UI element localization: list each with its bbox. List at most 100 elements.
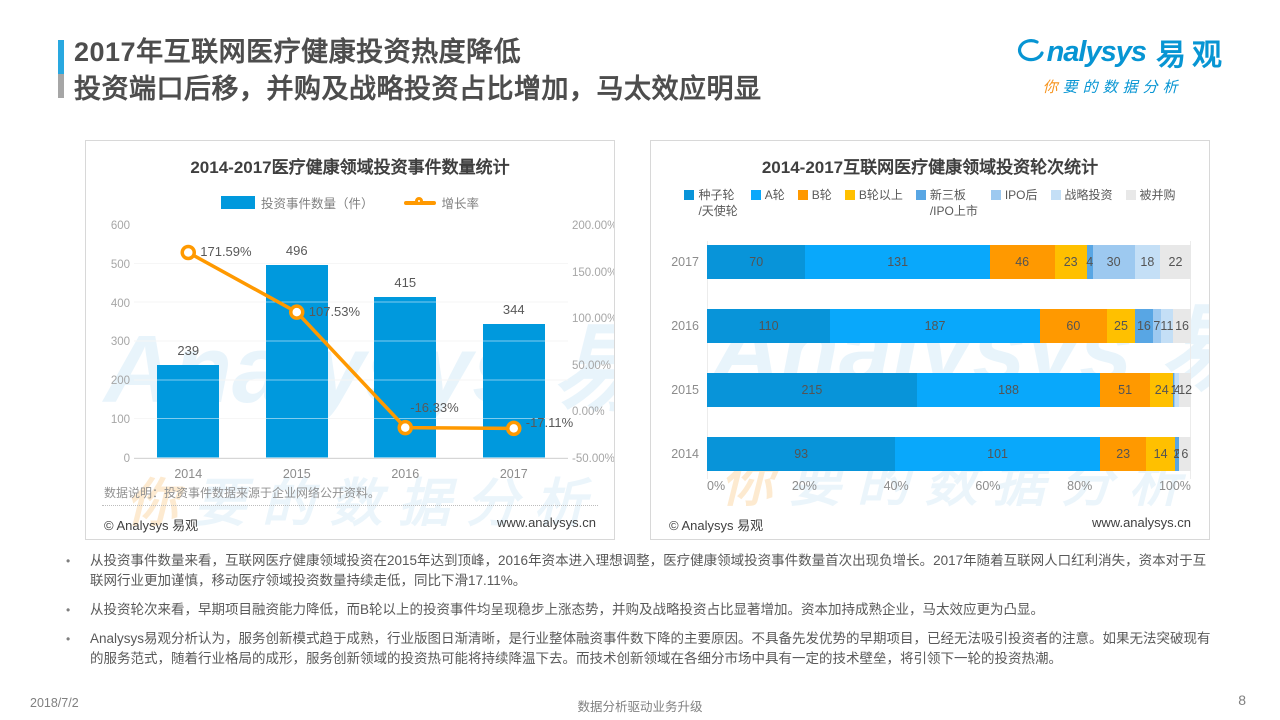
segment-value-label: 4 (1086, 255, 1094, 269)
segment-被并购: 22 (1160, 245, 1191, 279)
segment-value-label: 22 (1168, 255, 1183, 269)
segment-种子轮/天使轮: 215 (707, 373, 917, 407)
segment-新三板/IPO上市: 2 (1173, 437, 1180, 471)
segment-value-label: 23 (1116, 447, 1131, 461)
segment-IPO后: 7 (1152, 309, 1161, 343)
segment-value-label: 46 (1015, 255, 1030, 269)
stacked-bar-row-2015: 2015215188512411412 (665, 373, 1192, 407)
segment-战略投资: 11 (1160, 309, 1174, 343)
marker-ring-icon (414, 196, 423, 205)
axis-tick: 400 (110, 297, 130, 310)
segment-B轮以上: 25 (1106, 309, 1135, 343)
segment-value-label: 131 (887, 255, 909, 269)
growth-point-label: -17.11% (525, 415, 574, 431)
series-swatch-icon (1050, 190, 1061, 200)
segment-B轮: 60 (1039, 309, 1107, 343)
bar-columns: 239 496 415 344 (134, 226, 568, 458)
bullet-text: 从投资轮次来看，早期项目融资能力降低，而B轮以上的投资事件均呈现稳步上涨态势，并… (90, 602, 1045, 617)
bar-value-label: 239 (177, 343, 200, 359)
segment-战略投资: 4 (1174, 373, 1181, 407)
website-link: www.analysys.cn (497, 515, 596, 530)
row-category-label: 2014 (671, 447, 699, 461)
stacked-bar-row-2016: 2016 110 187 60 25 16 7 11 16 (665, 309, 1191, 343)
left-chart-y-axis-left: 600 500 400 300 200 100 0 (90, 219, 130, 466)
stacked-bar-track: 931012314206 (707, 437, 1191, 471)
segment-value-label: 1 (1170, 383, 1177, 397)
bar-2015 (265, 265, 328, 458)
left-chart-x-axis: 2014 2015 2016 2017 (134, 467, 568, 481)
series-swatch-icon (990, 190, 1001, 200)
left-chart-legend: 投资事件数量（件） 增长率 (86, 193, 614, 212)
axis-tick: 2015 (282, 467, 311, 481)
legend-label: A轮 (764, 188, 785, 202)
copyright-text: © Analysys 易观 (669, 518, 764, 533)
segment-B轮: 51 (1100, 373, 1151, 407)
page-title-line2: 投资端口后移，并购及战略投资占比增加，马太效应明显 (74, 74, 762, 104)
segment-value-label: 187 (924, 319, 946, 333)
segment-IPO后: 30 (1092, 245, 1135, 279)
stacked-bar-track: 110 187 60 25 16 7 11 16 (707, 309, 1191, 343)
legend-item: B轮以上 (844, 187, 903, 219)
plot-grid-border (707, 241, 1191, 479)
segment-value-label: 16 (1136, 319, 1151, 333)
legend-label: 被并购 (1139, 188, 1176, 202)
bar-2016 (374, 296, 437, 458)
growth-point-label: -16.33% (410, 399, 459, 415)
bar-column: 415 (351, 226, 460, 458)
axis-tick: 80% (1067, 479, 1093, 493)
segment-被并购: 16 (1173, 309, 1191, 343)
legend-label: 新三板/IPO上市 (930, 187, 978, 219)
legend-item: 投资事件数量（件） (220, 193, 374, 212)
legend-label: 增长率 (441, 197, 480, 211)
legend-label: IPO后 (1004, 188, 1038, 202)
bullet-text: Analysys易观分析认为，服务创新模式趋于成熟，行业版图日渐清晰，是行业整体… (90, 631, 1211, 666)
page-title-line1: 2017年互联网医疗健康投资热度降低 (74, 37, 522, 67)
segment-A轮: 101 (895, 437, 1100, 471)
data-note: 数据说明：投资事件数据来源于企业网络公开资料。 (104, 486, 381, 500)
axis-tick: 2017 (499, 467, 528, 481)
segment-B轮以上: 14 (1146, 437, 1175, 471)
bullet-text: 从投资事件数量来看，互联网医疗健康领域投资在2015年达到顶峰，2016年资本进… (90, 553, 1207, 588)
bullet-marker: • (66, 554, 71, 568)
series-swatch-icon (797, 190, 808, 200)
segment-value-label: 11 (1160, 319, 1174, 333)
legend-item: 战略投资 (1050, 187, 1113, 219)
stacked-bar-row-2014: 2014931012314206 (665, 437, 1191, 471)
series-swatch-icon (684, 190, 695, 200)
segment-B轮: 23 (1099, 437, 1147, 471)
series-swatch-icon (844, 190, 855, 200)
segment-种子轮/天使轮: 93 (707, 437, 896, 471)
copyright-text: © Analysys 易观 (104, 518, 199, 533)
right-chart-card: Analysys 易观 你要的数据分析 2014-2017互联网医疗健康领域投资… (650, 140, 1210, 540)
axis-tick: 0 (123, 452, 130, 465)
brand-logo: nalysys 易观 你要的数据分析 (1015, 30, 1228, 97)
axis-tick: 0% (707, 479, 726, 493)
legend-item: 新三板/IPO上市 (915, 187, 978, 219)
series-swatch-icon (915, 190, 926, 200)
bar-2017 (482, 324, 545, 458)
legend-label: 种子轮/天使轮 (698, 187, 737, 219)
segment-B轮以上: 23 (1054, 245, 1087, 279)
footer-slogan: 数据分析驱动业务升级 (577, 700, 703, 714)
segment-新三板/IPO上市: 4 (1086, 245, 1094, 279)
segment-value-label: 18 (1140, 255, 1155, 269)
series-swatch-icon (1125, 190, 1136, 200)
bullet-item: • Analysys易观分析认为，服务创新模式趋于成熟，行业版图日渐清晰，是行业整… (66, 629, 1218, 669)
line-swatch-icon (403, 196, 436, 205)
legend-label-line1: 种子轮 (698, 188, 735, 202)
axis-tick: 100% (1158, 479, 1191, 493)
legend-item: 种子轮/天使轮 (684, 187, 738, 219)
axis-tick: 100.00% (572, 313, 615, 326)
logo-brand-cn: 易观 (1156, 39, 1228, 72)
segment-新三板/IPO上市: 1 (1170, 373, 1177, 407)
legend-label: 战略投资 (1064, 188, 1113, 202)
bar-column: 496 (243, 226, 352, 458)
bullet-item: • 从投资轮次来看，早期项目融资能力降低，而B轮以上的投资事件均呈现稳步上涨态势，… (66, 600, 1218, 620)
axis-tick: 100 (110, 414, 130, 427)
row-category-label: 2016 (671, 319, 699, 333)
axis-tick: 150.00% (572, 266, 615, 279)
segment-value-label: 101 (987, 447, 1009, 461)
bullet-item: • 从投资事件数量来看，互联网医疗健康领域投资在2015年达到顶峰，2016年资本… (66, 551, 1218, 591)
segment-种子轮/天使轮: 70 (707, 245, 806, 279)
bar-swatch-icon (220, 196, 255, 209)
